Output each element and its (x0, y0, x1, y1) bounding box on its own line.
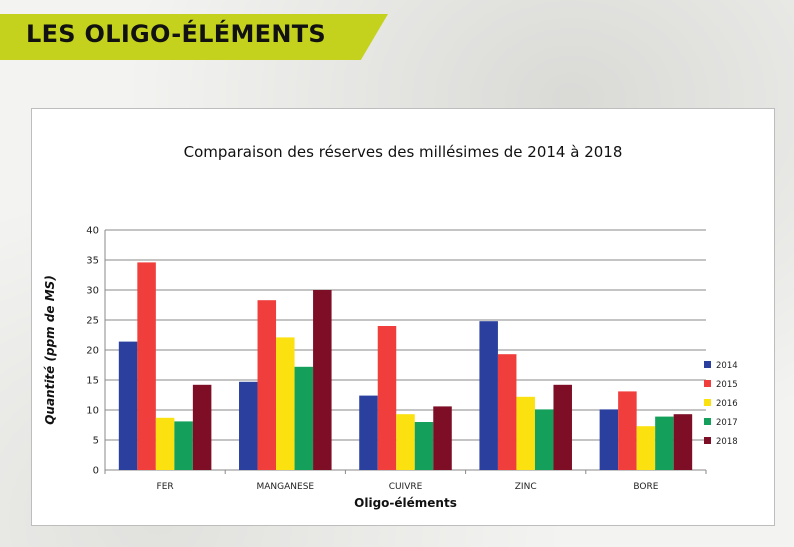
bar (479, 321, 498, 470)
chart-title: Comparaison des réserves des millésimes … (183, 143, 623, 161)
x-tick-label: ZINC (515, 482, 537, 492)
y-tick-label: 0 (93, 466, 99, 477)
legend-swatch (704, 380, 711, 387)
bar (137, 262, 156, 470)
legend-label: 2017 (716, 418, 738, 428)
bar (599, 409, 619, 470)
bar (239, 381, 258, 470)
bar (655, 416, 674, 470)
y-tick-label: 5 (93, 436, 99, 447)
bar (618, 391, 637, 470)
bar (673, 414, 693, 470)
bar (433, 406, 452, 470)
bar (396, 414, 415, 470)
bar (294, 366, 314, 470)
legend-label: 2016 (716, 399, 738, 409)
legend-swatch (704, 437, 711, 444)
y-axis-label: Quantité (ppm de MS) (43, 275, 57, 425)
chart-panel: Comparaison des réserves des millésimes … (31, 108, 775, 526)
x-tick-label: MANGANESE (256, 482, 314, 492)
bar (118, 341, 138, 470)
bar (257, 300, 277, 470)
bar (155, 417, 175, 470)
bar-chart: 0 5 10 15 20 25 30 35 40 FER MANGANESE CUIVRE ZINC BO… (43, 226, 738, 511)
bar (497, 354, 517, 470)
bar (313, 290, 332, 470)
page-title: LES OLIGO-ÉLÉMENTS (26, 20, 326, 48)
x-tick-label: FER (157, 482, 174, 492)
x-axis-label: Oligo-éléments (354, 496, 457, 510)
legend-label: 2018 (716, 437, 738, 447)
legend-swatch (704, 418, 711, 425)
bar (553, 384, 572, 470)
y-tick-label: 25 (86, 316, 99, 327)
bar (276, 337, 295, 470)
bar (636, 426, 656, 470)
legend-swatch (704, 361, 711, 368)
bar (359, 395, 378, 470)
legend-label: 2015 (716, 380, 738, 390)
bar (414, 422, 434, 470)
bar (516, 396, 535, 470)
bar (192, 384, 212, 470)
bar (377, 326, 397, 470)
title-banner (0, 14, 388, 60)
y-tick-label: 30 (86, 286, 99, 297)
y-tick-label: 10 (86, 406, 99, 417)
legend-swatch (704, 399, 711, 406)
legend-label: 2014 (716, 361, 738, 371)
y-tick-label: 40 (86, 226, 99, 237)
x-tick-label: BORE (633, 482, 658, 492)
x-tick-label: CUIVRE (389, 482, 423, 492)
bar (534, 409, 554, 470)
y-tick-label: 15 (86, 376, 99, 387)
bar (174, 421, 193, 470)
y-tick-label: 35 (86, 256, 99, 267)
y-tick-label: 20 (86, 346, 99, 357)
